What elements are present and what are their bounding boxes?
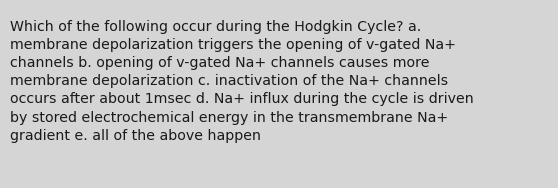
Text: Which of the following occur during the Hodgkin Cycle? a.
membrane depolarizatio: Which of the following occur during the …: [10, 20, 474, 143]
